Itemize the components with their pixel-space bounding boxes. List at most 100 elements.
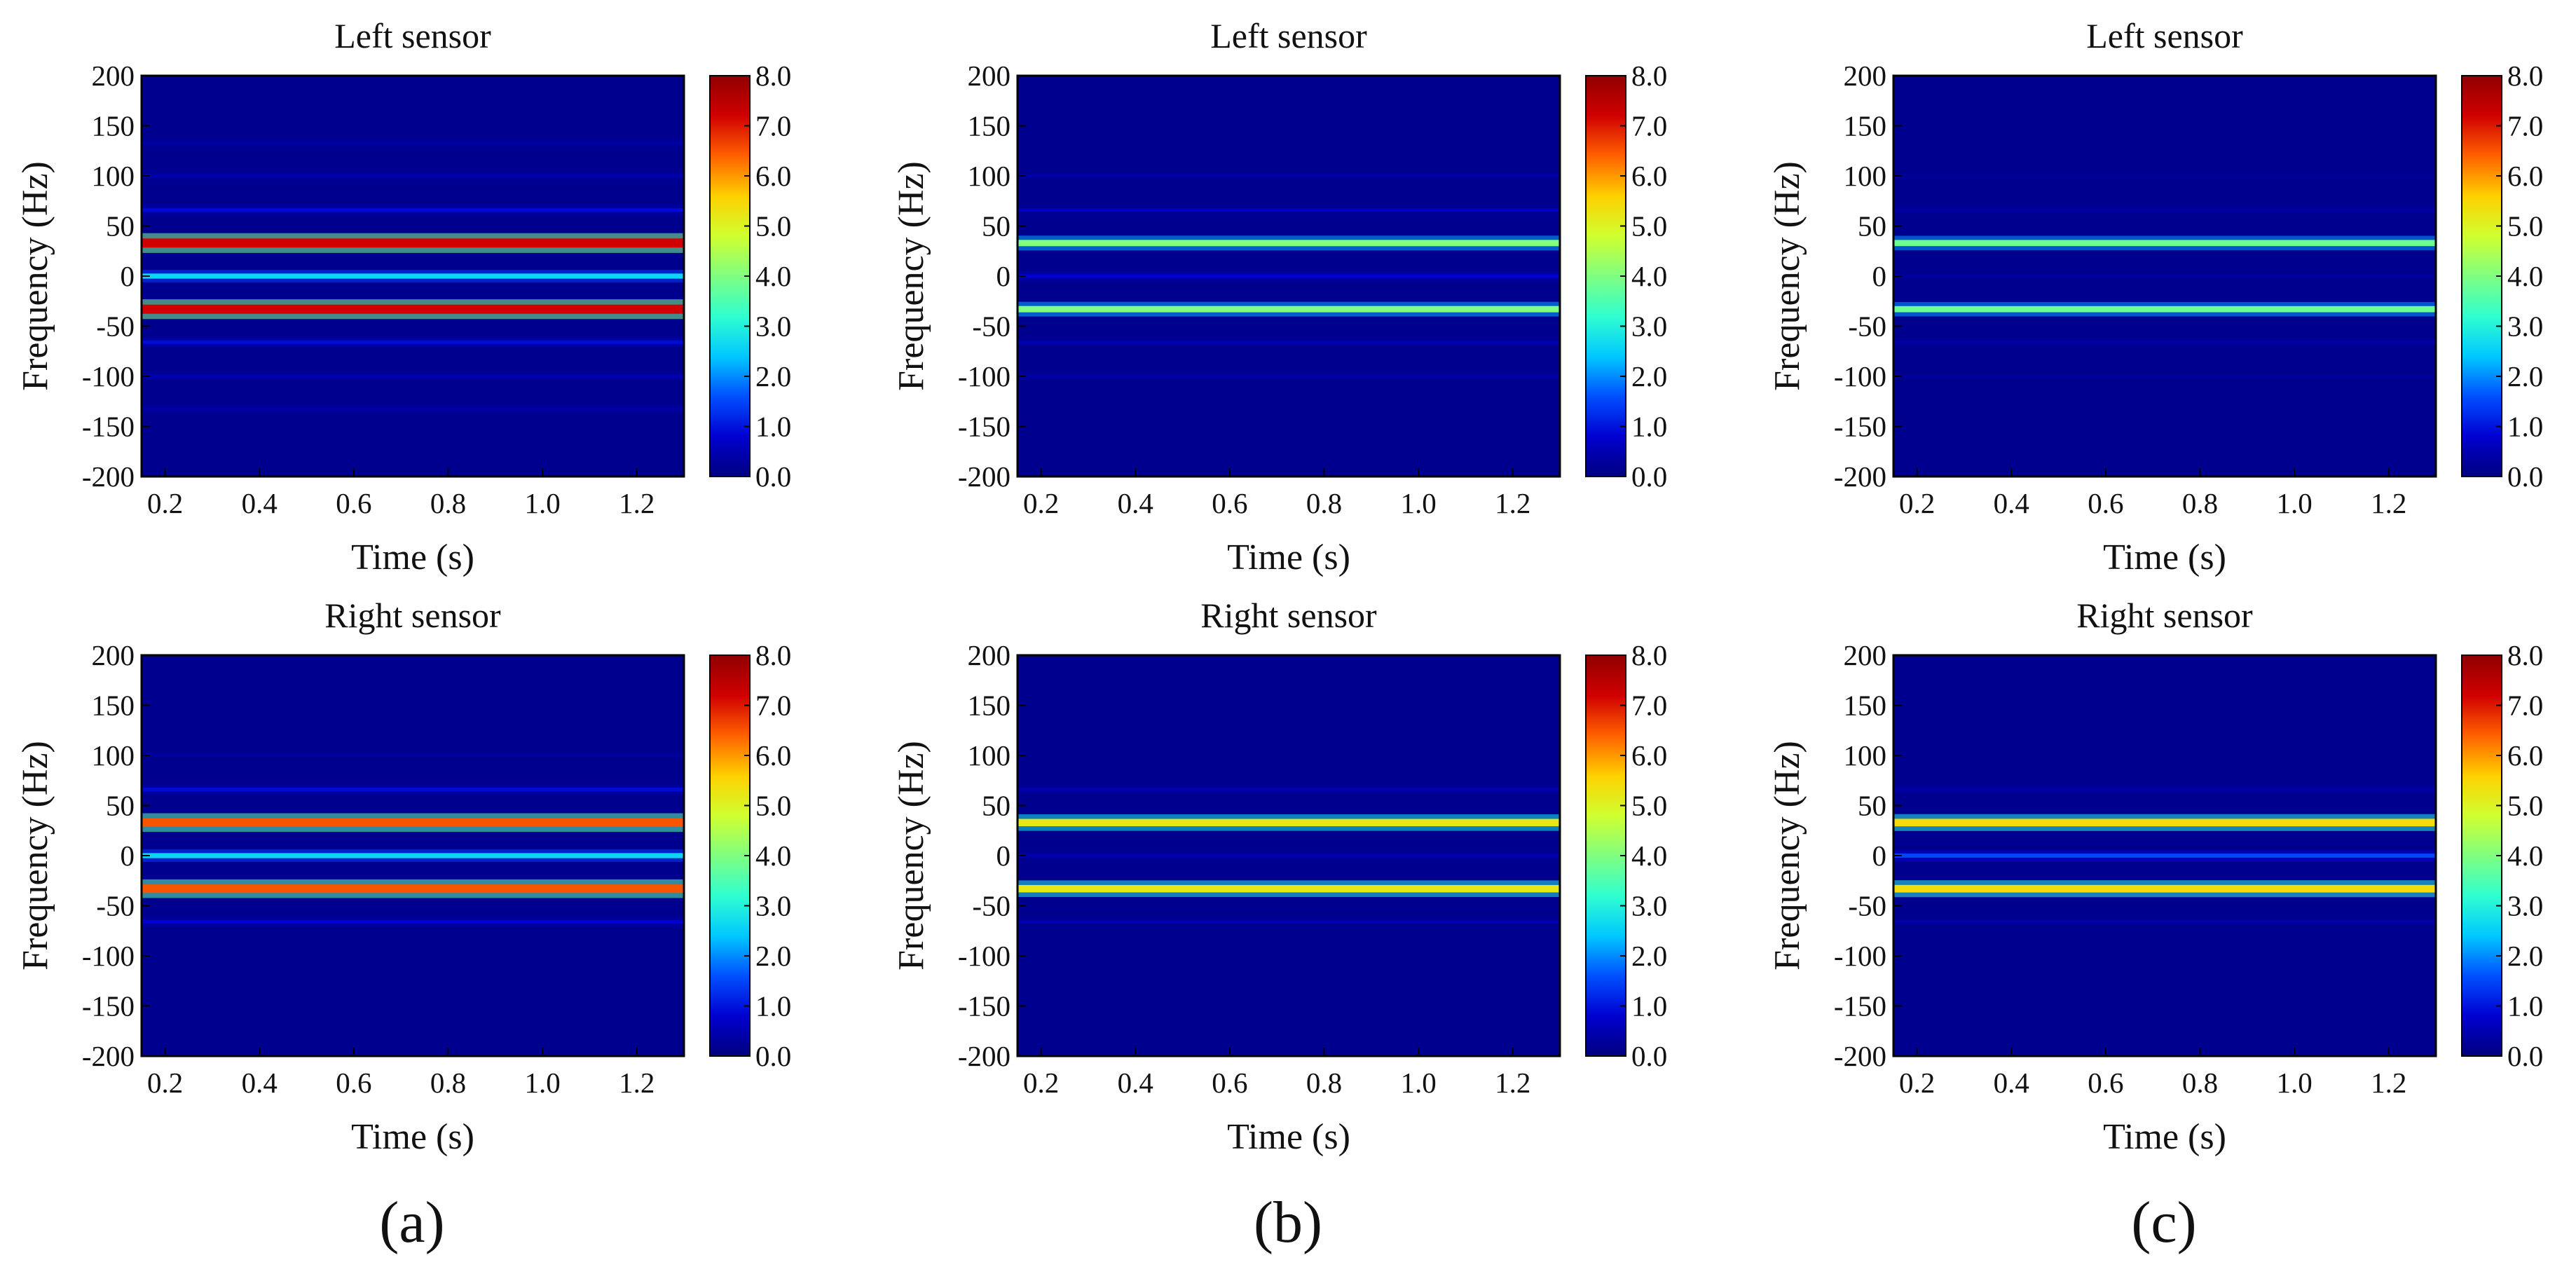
x-tick-label: 1.2 <box>2371 1067 2406 1099</box>
y-tick-label: 200 <box>1844 639 1887 671</box>
y-tick-label: 150 <box>1844 690 1887 722</box>
colorbar-tick-label: 0.0 <box>755 1040 791 1072</box>
y-axis-label: Frequency (Hz) <box>15 741 55 971</box>
panel-label-a: (a) <box>379 1190 444 1255</box>
x-axis-label: Time (s) <box>1227 1117 1350 1157</box>
colorbar-tick-label: 3.0 <box>755 890 791 922</box>
panel-title: Right sensor <box>1200 596 1377 635</box>
band--133hz <box>142 407 684 411</box>
band--66hz <box>1893 920 2436 924</box>
colorbar-tick-label: 0.0 <box>1631 1040 1667 1072</box>
y-tick-label: -200 <box>1834 1040 1886 1072</box>
colorbar-tick-label: 0.0 <box>1631 460 1667 493</box>
colorbar-tick-label: 2.0 <box>1631 360 1667 392</box>
x-tick-label: 1.2 <box>1495 1067 1530 1099</box>
x-axis-label: Time (s) <box>2103 537 2226 577</box>
colorbar-tick-label: 6.0 <box>2507 160 2543 192</box>
y-tick-label: -50 <box>96 890 135 922</box>
panel-title: Left sensor <box>2086 16 2243 55</box>
panel-title: Right sensor <box>2076 596 2253 635</box>
x-tick-label: 1.0 <box>524 487 560 519</box>
band--100hz <box>1893 374 2436 378</box>
band--33hz <box>142 884 684 893</box>
y-tick-label: -150 <box>1834 990 1886 1022</box>
band-100hz <box>1893 174 2436 178</box>
y-tick-label: 50 <box>106 210 135 242</box>
x-tick-label: 0.8 <box>430 1067 466 1099</box>
y-tick-label: -150 <box>1834 411 1886 443</box>
y-tick-label: 0 <box>1872 260 1887 292</box>
band-100hz <box>1018 174 1560 178</box>
colorbar-tick-label: 4.0 <box>755 260 791 292</box>
colorbar-tick-label: 5.0 <box>1631 210 1667 242</box>
x-tick-label: 0.2 <box>1899 487 1935 519</box>
y-tick-label: 50 <box>1858 790 1886 822</box>
x-tick-label: 1.0 <box>524 1067 560 1099</box>
band-33hz <box>142 238 684 248</box>
colorbar-tick-label: 4.0 <box>755 840 791 872</box>
band-66hz <box>1893 208 2436 212</box>
panel-label-b: (b) <box>1254 1190 1322 1255</box>
colorbar-scale <box>1585 655 1626 1057</box>
colorbar-tick-label: 1.0 <box>2507 411 2543 443</box>
colorbar-scale <box>1585 75 1626 477</box>
x-tick-label: 0.8 <box>430 487 466 519</box>
colorbar-tick-label: 8.0 <box>1631 639 1667 671</box>
spectrogram-panel-b-right: 200 150 100 50 0 -50 -100 -150 -200 0.2 0.4 0.6 0.8 1… <box>891 596 1667 1157</box>
y-tick-label: -50 <box>1848 310 1886 343</box>
colorbar-tick-label: 7.0 <box>2507 110 2543 142</box>
y-tick-label: -200 <box>958 460 1010 493</box>
y-tick-label: -100 <box>82 360 135 392</box>
y-tick-label: 150 <box>968 690 1011 722</box>
y-tick-label: 0 <box>121 260 135 292</box>
colorbar-tick-label: 1.0 <box>1631 990 1667 1022</box>
spectrogram-panel-b-left: 200 150 100 50 0 -50 -100 -150 -200 0.2 0.4 0.6 0.8 1… <box>891 16 1667 577</box>
y-tick-label: 50 <box>982 790 1010 822</box>
panels-layer: 200 150 100 50 0 -50 -100 -150 -200 0.2 0.4 0.6 0.8 1… <box>15 16 2543 1157</box>
y-tick-label: -50 <box>1848 890 1886 922</box>
panel-title: Left sensor <box>1210 16 1367 55</box>
colorbar-tick-label: 6.0 <box>1631 739 1667 772</box>
colorbar-scale <box>709 75 751 477</box>
colorbar-tick-label: 3.0 <box>2507 890 2543 922</box>
y-tick-label: 0 <box>1872 840 1887 872</box>
y-axis-label: Frequency (Hz) <box>15 161 55 391</box>
band-66hz <box>1018 788 1560 791</box>
colorbar-tick-label: 5.0 <box>2507 210 2543 242</box>
colorbar-tick-label: 7.0 <box>2507 690 2543 722</box>
colorbar-tick-label: 6.0 <box>2507 739 2543 772</box>
y-tick-label: 0 <box>121 840 135 872</box>
y-tick-label: 50 <box>106 790 135 822</box>
spectrogram-panel-c-left: 200 150 100 50 0 -50 -100 -150 -200 0.2 0.4 0.6 0.8 1… <box>1767 16 2543 577</box>
y-tick-label: 100 <box>92 739 135 772</box>
colorbar-tick-label: 7.0 <box>1631 690 1667 722</box>
band--66hz <box>1893 341 2436 344</box>
band-66hz <box>1018 208 1560 212</box>
panel-label-c: (c) <box>2131 1190 2196 1255</box>
colorbar-tick-label: 4.0 <box>2507 840 2543 872</box>
x-tick-label: 0.6 <box>336 487 371 519</box>
colorbar-tick-label: 0.0 <box>2507 1040 2543 1072</box>
band--33hz <box>142 304 684 314</box>
band-33hz <box>1018 240 1560 247</box>
band-66hz <box>142 208 684 212</box>
band-0hz <box>1893 854 2436 858</box>
band-66hz <box>142 788 684 792</box>
band--33hz <box>1018 884 1560 893</box>
colorbar-tick-label: 0.0 <box>755 460 791 493</box>
y-tick-label: -200 <box>82 460 135 493</box>
spectrogram-panel-a-left: 200 150 100 50 0 -50 -100 -150 -200 0.2 0.4 0.6 0.8 1… <box>15 16 791 577</box>
y-tick-label: 200 <box>968 60 1011 92</box>
x-tick-label: 0.4 <box>1118 487 1153 519</box>
y-tick-label: 0 <box>996 260 1011 292</box>
spectrogram-panel-c-right: 200 150 100 50 0 -50 -100 -150 -200 0.2 0.4 0.6 0.8 1… <box>1767 596 2543 1157</box>
x-tick-label: 1.2 <box>619 1067 655 1099</box>
y-tick-label: 100 <box>1844 160 1887 192</box>
x-tick-label: 1.0 <box>1400 487 1436 519</box>
colorbar-tick-label: 5.0 <box>755 210 791 242</box>
band--66hz <box>1018 920 1560 924</box>
y-tick-label: -100 <box>1834 940 1886 972</box>
colorbar-tick-label: 2.0 <box>755 360 791 392</box>
y-tick-label: -150 <box>82 990 135 1022</box>
